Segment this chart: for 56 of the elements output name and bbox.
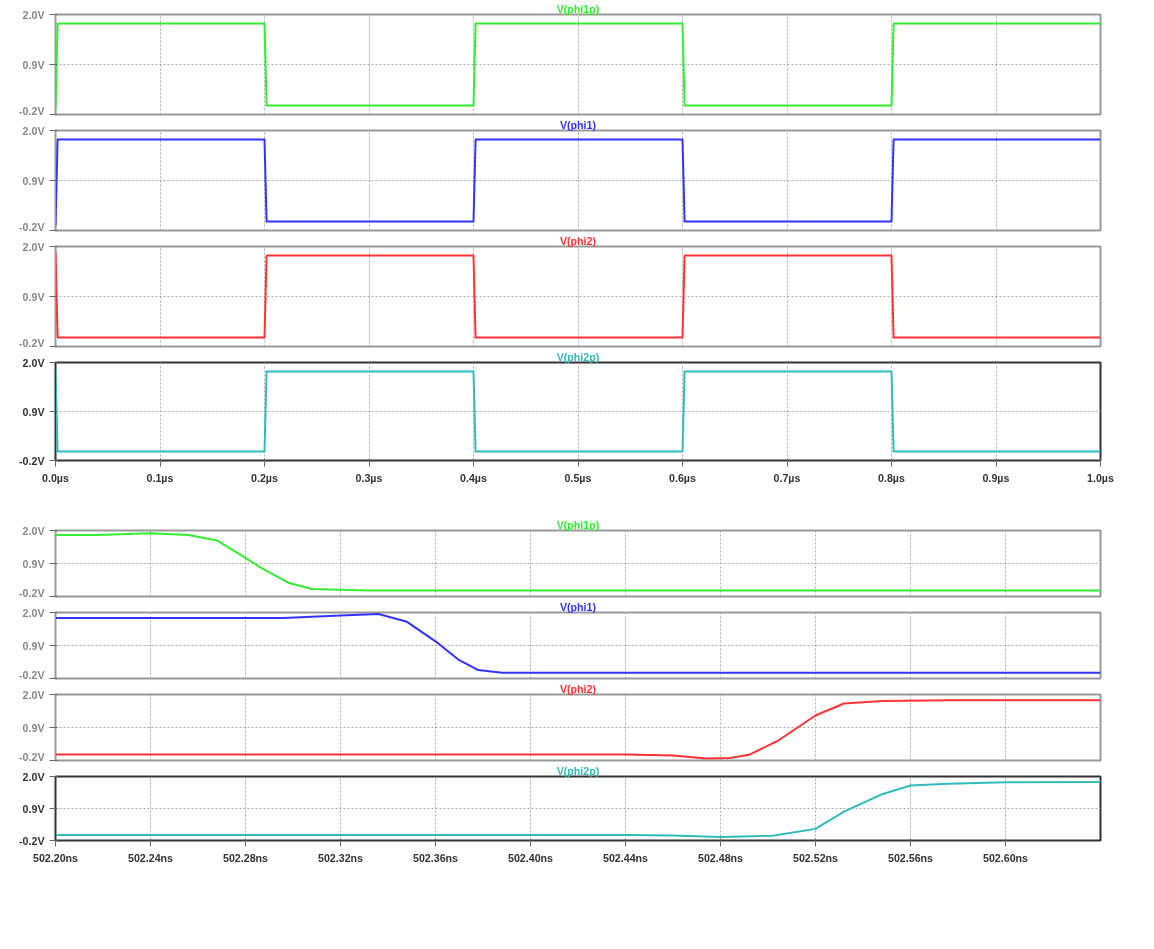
chart-title: V(phi1): [559, 600, 597, 613]
x-tick-label: 502.24ns: [127, 851, 174, 864]
x-tick-label: 0.9µs: [982, 471, 1010, 484]
x-tick-label: 502.60ns: [982, 851, 1029, 864]
y-tick-label: 0.9V: [22, 290, 46, 303]
x-tick-label: 0.7µs: [773, 471, 801, 484]
y-tick-label: -0.2V: [19, 750, 46, 763]
y-tick-label: 2.0V: [22, 770, 46, 783]
x-tick-label: 502.32ns: [317, 851, 364, 864]
y-tick-label: -0.2V: [19, 336, 46, 349]
chart-title: V(phi1p): [556, 2, 600, 15]
x-tick-label: 0.6µs: [669, 471, 697, 484]
y-tick-label: -0.2V: [19, 668, 46, 681]
chart-title: V(phi2p): [556, 764, 600, 777]
y-tick-label: 2.0V: [22, 524, 46, 537]
y-tick-label: -0.2V: [19, 586, 46, 599]
x-tick-label: 502.28ns: [222, 851, 269, 864]
y-tick-label: 0.9V: [22, 721, 46, 734]
x-tick-label: 1.0µs: [1087, 471, 1115, 484]
x-tick-label: 502.36ns: [412, 851, 459, 864]
x-tick-label: 502.52ns: [792, 851, 839, 864]
x-tick-label: 502.20ns: [32, 851, 79, 864]
y-tick-label: 0.9V: [22, 639, 46, 652]
chart-title: V(phi1p): [556, 518, 600, 531]
y-tick-label: 2.0V: [22, 8, 46, 21]
x-tick-label: 0.2µs: [251, 471, 279, 484]
line-series: [55, 781, 1101, 839]
x-tick-label: 502.44ns: [602, 851, 649, 864]
x-tick-label: 0.5µs: [564, 471, 592, 484]
y-tick-label: -0.2V: [19, 104, 46, 117]
y-tick-label: 2.0V: [22, 606, 46, 619]
y-tick-label: -0.2V: [19, 454, 46, 467]
y-tick-label: -0.2V: [19, 220, 46, 233]
chart-title: V(phi2): [559, 234, 597, 247]
y-tick-label: 2.0V: [22, 356, 46, 369]
chart-title: V(phi1): [559, 118, 597, 131]
y-tick-label: 0.9V: [22, 802, 46, 815]
x-tick-label: 0.4µs: [460, 471, 488, 484]
x-tick-label: 0.0µs: [42, 471, 70, 484]
y-tick-label: 0.9V: [22, 405, 46, 418]
line-series: [55, 532, 1101, 592]
y-tick-label: -0.2V: [19, 834, 46, 847]
x-tick-label: 502.40ns: [507, 851, 554, 864]
y-tick-label: 0.9V: [22, 58, 46, 71]
x-tick-label: 0.8µs: [878, 471, 906, 484]
chart-title: V(phi2): [559, 682, 597, 695]
x-tick-label: 502.48ns: [697, 851, 744, 864]
x-tick-label: 502.56ns: [887, 851, 934, 864]
y-tick-label: 2.0V: [22, 240, 46, 253]
x-tick-label: 0.3µs: [355, 471, 383, 484]
y-tick-label: 0.9V: [22, 557, 46, 570]
y-tick-label: 2.0V: [22, 688, 46, 701]
chart-title: V(phi2p): [556, 350, 600, 363]
y-tick-label: 0.9V: [22, 174, 46, 187]
x-tick-label: 0.1µs: [146, 471, 174, 484]
y-tick-label: 2.0V: [22, 124, 46, 137]
